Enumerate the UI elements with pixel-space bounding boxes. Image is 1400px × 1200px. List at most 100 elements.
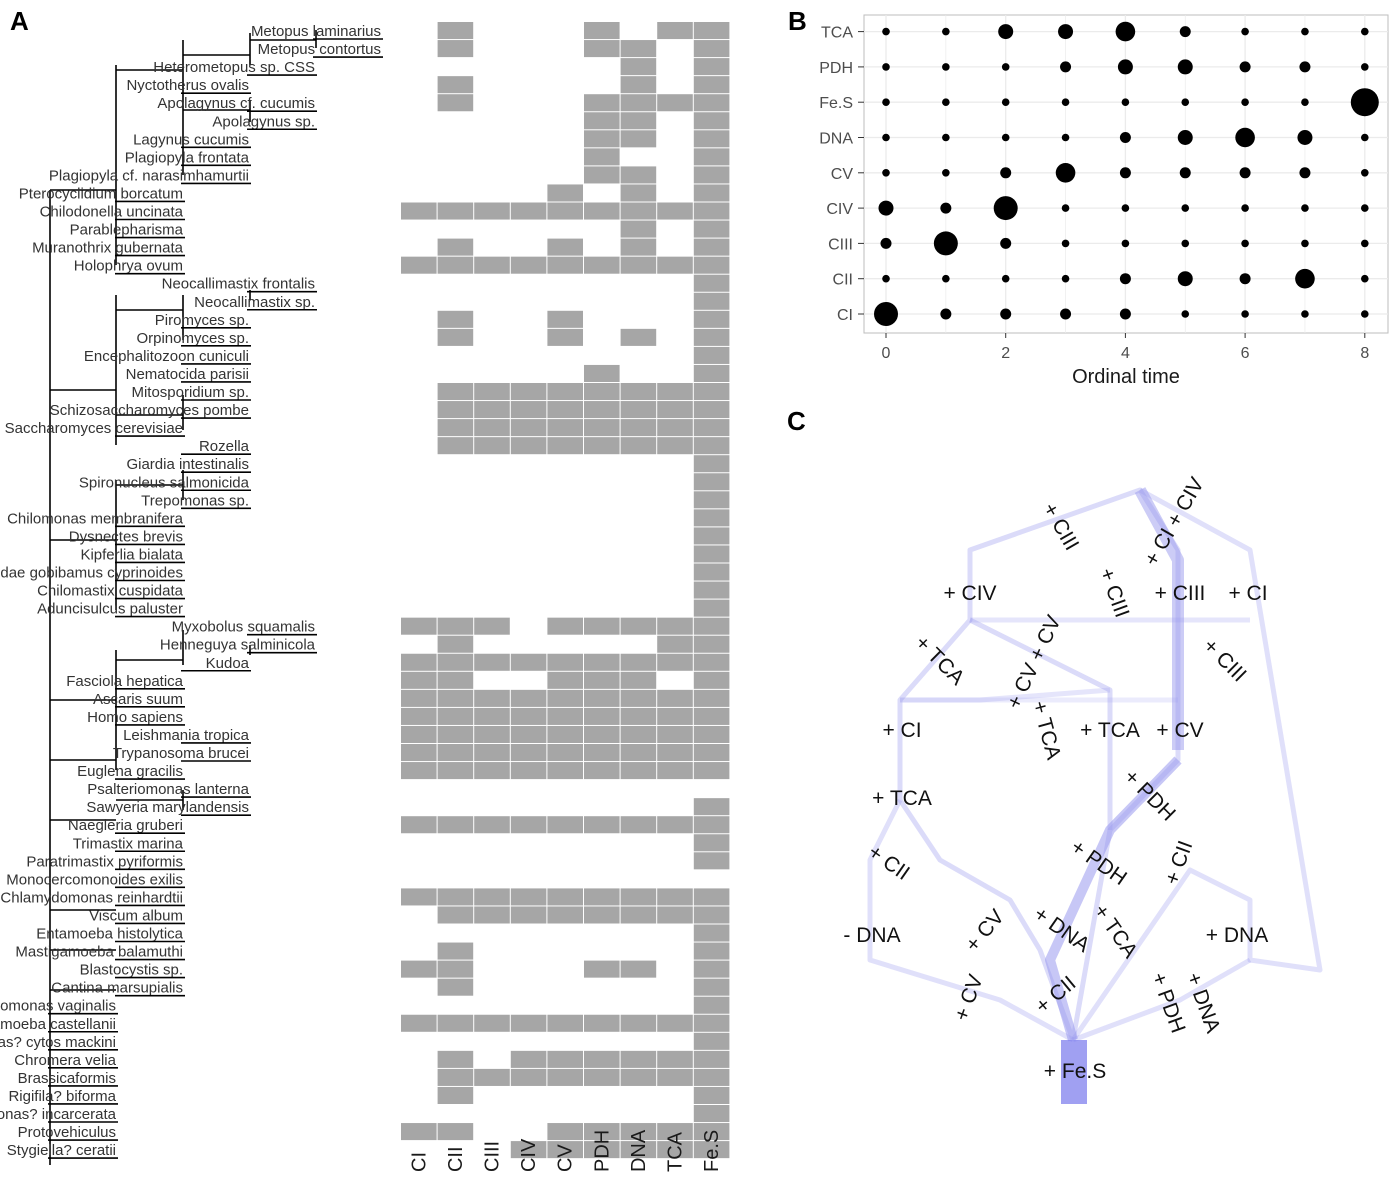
heatmap-cell <box>474 437 510 455</box>
heatmap-cell <box>401 744 437 762</box>
bubble-point <box>1361 274 1369 283</box>
heatmap-cell <box>620 328 657 346</box>
bubble-point <box>1181 204 1190 212</box>
heatmap-cell <box>620 437 657 455</box>
bubble-point <box>882 133 890 142</box>
graph-edge <box>1072 957 1252 1043</box>
heatmap-cell <box>693 1086 730 1104</box>
taxon-label: Protovehiculus <box>18 1124 116 1141</box>
taxon-label: Brassicaformis <box>18 1070 116 1087</box>
heatmap-cell <box>584 653 620 671</box>
heatmap-cell <box>620 166 657 184</box>
taxon-label: Andalucia/Reclinomonas? cytos mackini <box>0 1034 116 1051</box>
heatmap-cell <box>657 888 693 906</box>
heatmap-cell <box>693 148 730 166</box>
bubble-point <box>882 169 890 177</box>
taxon-label: Kudoa <box>206 655 250 672</box>
bubble-point <box>1361 204 1369 212</box>
bubble-point <box>1061 204 1070 212</box>
heatmap-cell <box>693 491 730 509</box>
x-tick-label: 6 <box>1241 345 1250 362</box>
heatmap-cell <box>584 148 620 166</box>
transition-label: + TCA <box>1080 719 1140 742</box>
heatmap-cell <box>547 401 583 419</box>
heatmap-cell <box>547 1123 583 1141</box>
heatmap-cell <box>474 617 510 635</box>
taxon-label: Plagiopyla frontata <box>125 149 250 166</box>
taxon-label: Sawyeria marylandensis <box>86 799 249 816</box>
bubble-point <box>1241 98 1249 106</box>
bubble-point <box>1179 26 1191 38</box>
taxon-label: Trypanosoma brucei <box>113 745 249 762</box>
taxon-label: Parablepharisma <box>70 222 184 239</box>
taxon-label: Paratrimastix pyriformis <box>26 853 183 870</box>
bubble-point <box>882 98 890 106</box>
heatmap-cell <box>437 888 474 906</box>
bubble-point <box>1295 268 1315 289</box>
bubble-point <box>942 274 950 283</box>
bubble-point <box>1361 27 1369 36</box>
taxon-label: Rigifila? biforma <box>8 1088 116 1105</box>
heatmap-cell <box>474 202 510 220</box>
heatmap-cell <box>437 383 474 401</box>
bubble-point <box>1297 130 1313 145</box>
heatmap-cell <box>620 184 657 202</box>
graph-edge <box>968 617 1113 830</box>
heatmap-cell <box>584 256 620 274</box>
bubble-point <box>1061 98 1070 106</box>
heatmap-cell <box>584 383 620 401</box>
y-tick-label: Fe.S <box>819 95 853 112</box>
heatmap-cell <box>657 617 693 635</box>
transition-label: + CV <box>950 972 988 1024</box>
heatmap-cell <box>657 94 693 112</box>
taxon-label: Hexamitidae gobibamus cyprinoides <box>0 565 183 582</box>
heatmap-cell <box>437 689 474 707</box>
heatmap-cell <box>620 671 657 689</box>
heatmap-cell <box>620 130 657 148</box>
heatmap-cell <box>437 94 474 112</box>
bubble-point <box>880 237 892 249</box>
heatmap-cell <box>474 1068 510 1086</box>
heatmap-cell <box>693 942 730 960</box>
y-tick-label: CIV <box>826 201 853 218</box>
heatmap-cell <box>620 1050 657 1068</box>
heatmap-cell <box>437 816 474 834</box>
bubble-point <box>1301 204 1309 212</box>
heatmap-cell <box>693 852 730 870</box>
heatmap-cell <box>547 762 583 780</box>
heatmap-cell <box>620 689 657 707</box>
heatmap-cell <box>693 924 730 942</box>
bubble-point <box>1177 59 1193 75</box>
taxon-label: Nematocida parisii <box>126 366 249 383</box>
heatmap-cell <box>510 1050 547 1068</box>
taxon-label: Naegleria gruberi <box>68 817 183 834</box>
heatmap-cell <box>547 744 583 762</box>
heatmap-cell <box>620 888 657 906</box>
heatmap-cell <box>657 383 693 401</box>
heatmap-cell <box>693 635 730 653</box>
heatmap-cell <box>510 383 547 401</box>
heatmap-cell <box>510 725 547 743</box>
phylogenetic-tree <box>49 30 317 1165</box>
heatmap-column-labels: CI CII CIII CIV CV PDH DNA TCA Fe.S <box>408 1129 723 1172</box>
heatmap-cell <box>693 364 730 382</box>
bubble-point <box>1119 308 1131 320</box>
heatmap-cell <box>474 707 510 725</box>
heatmap-cell <box>547 184 583 202</box>
taxon-label: Rozella <box>199 438 250 455</box>
heatmap-cell <box>584 1123 620 1141</box>
bubble-point <box>1181 98 1190 106</box>
bubble-point <box>993 196 1018 221</box>
heatmap-cell <box>693 1141 730 1159</box>
heatmap-cell <box>547 816 583 834</box>
heatmap-cell <box>584 762 620 780</box>
heatmap-cell <box>693 292 730 310</box>
taxon-label: Ascaris suum <box>93 691 183 708</box>
heatmap-cell <box>693 256 730 274</box>
heatmap-cell <box>620 58 657 76</box>
transition-graph: + CIII + CI + CIV+ CIV + CIII + CIII + CI+ T… <box>843 474 1323 1104</box>
heatmap-cell <box>401 707 437 725</box>
heatmap-cell <box>657 1123 693 1141</box>
heatmap-cell <box>693 76 730 94</box>
